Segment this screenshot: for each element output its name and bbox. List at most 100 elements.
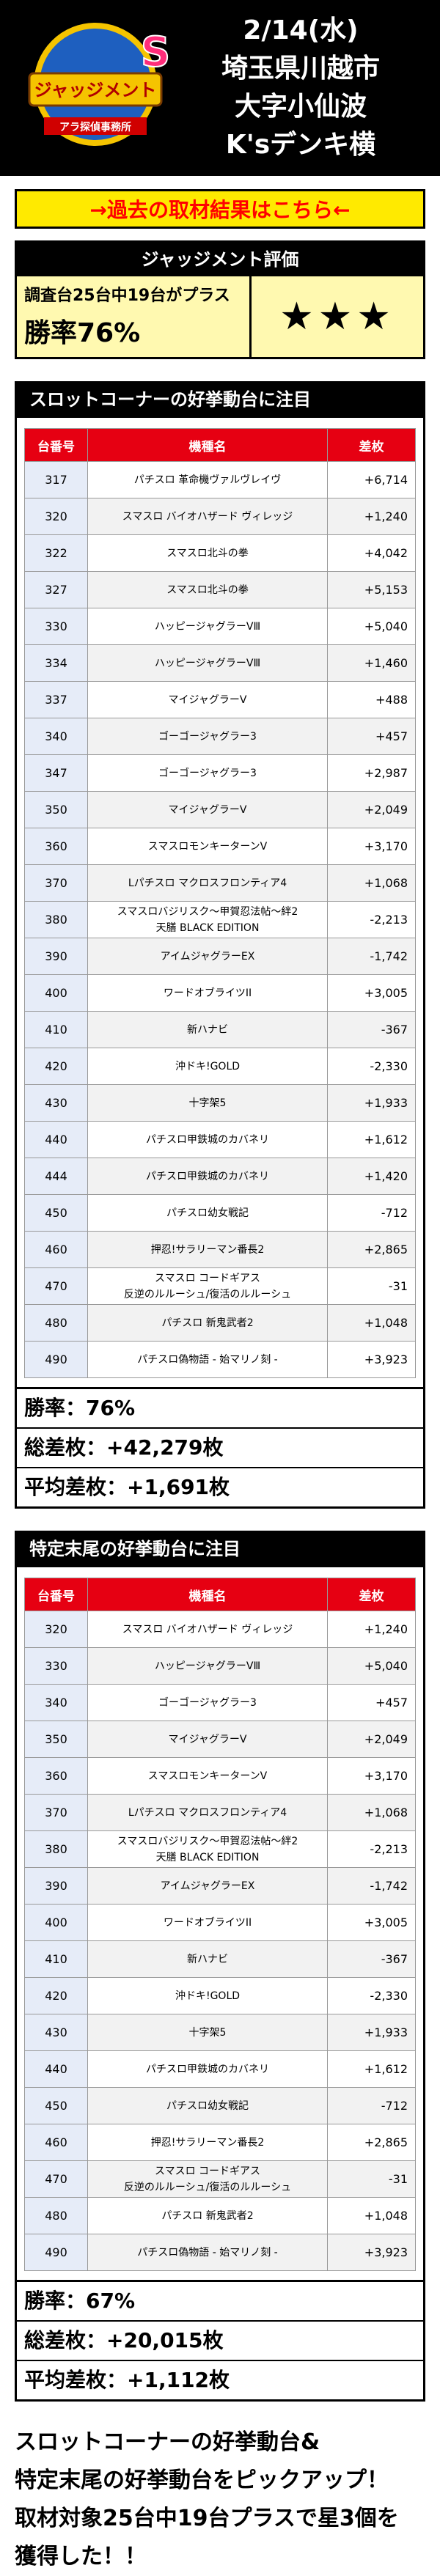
machine-number: 360 [24, 828, 88, 865]
machine-model: スマスロ北斗の拳 [87, 534, 328, 572]
machine-number: 410 [24, 1940, 88, 1978]
model-name: ハッピージャグラーVⅢ [154, 657, 261, 669]
coin-diff: +6,714 [327, 461, 416, 498]
svg-text:S: S [141, 29, 170, 76]
model-name: 押忍!サラリーマン番長2 [150, 2136, 265, 2149]
table-row: 347 ゴーゴージャグラー3 +2,987 [24, 754, 416, 792]
machine-number: 430 [24, 2014, 88, 2051]
header-info: 2/14(水) 埼玉県川越市 大字小仙波 K'sデンキ横 [176, 12, 425, 164]
model-name: パチスロ 革命機ヴァルヴレイヴ [133, 474, 282, 486]
coin-diff: +1,612 [327, 2050, 416, 2088]
average-diff: 平均差枚：+1,112枚 [17, 2360, 423, 2399]
machine-model: スマスロモンキーターンV [87, 828, 328, 865]
table-row: 460 押忍!サラリーマン番長2 +2,865 [24, 1231, 416, 1268]
judgment-subtext: 調査台25台中19台がプラス [24, 287, 230, 305]
machine-number: 460 [24, 2124, 88, 2161]
machine-model: パチスロ幼女戦記 [87, 1194, 328, 1232]
judgment-rate: 勝率76% [24, 318, 141, 348]
machine-model: Lパチスロ マクロスフロンティア4 [87, 1794, 328, 1831]
table-row: 490 パチスロ偽物語 - 始マリノ刻 - +3,923 [24, 2234, 416, 2271]
coin-diff: +1,048 [327, 1304, 416, 1342]
past-results-link[interactable]: →過去の取材結果はこちら← [15, 189, 425, 229]
model-name: ゴーゴージャグラー3 [158, 767, 257, 779]
coin-diff: +3,005 [327, 1904, 416, 1941]
total-diff: 総差枚：+42,279枚 [17, 1427, 423, 1467]
table-row: 430 十字架5 +1,933 [24, 2014, 416, 2051]
table-row: 370 Lパチスロ マクロスフロンティア4 +1,068 [24, 864, 416, 902]
judgment-logo: ジャッジメント アラ探偵事務所 S [15, 15, 176, 161]
summary-line: 特定末尾の好挙動台をピックアップ！ [15, 2468, 389, 2493]
model-name: スマスロ バイオハザード ヴィレッジ [122, 510, 293, 523]
machine-model: パチスロ 新鬼武者2 [87, 2197, 328, 2234]
table-row: 330 ハッピージャグラーVⅢ +5,040 [24, 608, 416, 645]
store-name: K'sデンキ横 [225, 130, 376, 160]
machine-model: パチスロ偽物語 - 始マリノ刻 - [87, 1341, 328, 1378]
model-name: ワードオブライツII [163, 987, 252, 999]
model-name: 沖ドキ!GOLD [175, 1990, 241, 2002]
machine-model: パチスロ偽物語 - 始マリノ刻 - [87, 2234, 328, 2271]
table-row: 330 ハッピージャグラーVⅢ +5,040 [24, 1647, 416, 1685]
table-row: 360 スマスロモンキーターンV +3,170 [24, 1757, 416, 1795]
col-number-header: 台番号 [24, 428, 88, 462]
coin-diff: +2,987 [327, 754, 416, 792]
coin-diff: +1,933 [327, 2014, 416, 2051]
machine-model: ハッピージャグラーVⅢ [87, 644, 328, 682]
table-row: 470 スマスロ コードギアス 反逆のルルーシュ/復活のルルーシュ -31 [24, 1267, 416, 1305]
machine-number: 440 [24, 2050, 88, 2088]
machine-number: 450 [24, 1194, 88, 1232]
section1-stats: 勝率：76% 総差枚：+42,279枚 平均差枚：+1,691枚 [15, 1389, 425, 1509]
machine-model: ゴーゴージャグラー3 [87, 1684, 328, 1721]
machine-number: 337 [24, 681, 88, 718]
machine-model: マイジャグラーV [87, 1721, 328, 1758]
machine-number: 370 [24, 1794, 88, 1831]
judgment-box: ジャッジメント評価 調査台25台中19台がプラス 勝率76% ★★★ [15, 240, 425, 359]
table-row: 410 新ハナビ -367 [24, 1011, 416, 1048]
machine-number: 360 [24, 1757, 88, 1795]
model-name: スマスロバジリスク～甲賀忍法帖～絆2 [117, 1835, 298, 1847]
machine-number: 490 [24, 1341, 88, 1378]
machine-model: 沖ドキ!GOLD [87, 1977, 328, 2014]
machine-number: 400 [24, 974, 88, 1012]
model-name: スマスロモンキーターンV [147, 1770, 268, 1782]
model-name: パチスロ偽物語 - 始マリノ刻 - [137, 1353, 278, 1366]
machine-number: 400 [24, 1904, 88, 1941]
summary-line: 取材対象25台中19台プラスで星3個を [15, 2506, 399, 2531]
table-row: 480 パチスロ 新鬼武者2 +1,048 [24, 1304, 416, 1342]
table-row: 420 沖ドキ!GOLD -2,330 [24, 1977, 416, 2014]
machine-number: 317 [24, 461, 88, 498]
machine-model: パチスロ甲鉄城のカバネリ [87, 2050, 328, 2088]
model-name-line2: 天膳 BLACK EDITION [155, 921, 260, 934]
machine-model: マイジャグラーV [87, 681, 328, 718]
machine-number: 420 [24, 1048, 88, 1085]
coin-diff: -2,213 [327, 901, 416, 938]
total-diff: 総差枚：+20,015枚 [17, 2320, 423, 2360]
machine-number: 430 [24, 1084, 88, 1122]
section2-stats: 勝率：67% 総差枚：+20,015枚 平均差枚：+1,112枚 [15, 2282, 425, 2402]
table-row: 322 スマスロ北斗の拳 +4,042 [24, 534, 416, 572]
model-name: スマスロ コードギアス [154, 1272, 261, 1284]
coin-diff: -712 [327, 2087, 416, 2124]
col-number-header: 台番号 [24, 1578, 88, 1611]
coin-diff: +5,040 [327, 1647, 416, 1685]
table-row: 360 スマスロモンキーターンV +3,170 [24, 828, 416, 865]
section2-table-box: 台番号 機種名 差枚 320 スマスロ バイオハザード ヴィレッジ +1,240 33… [15, 1567, 425, 2282]
event-date: 2/14(水) [243, 15, 359, 45]
machine-number: 334 [24, 644, 88, 682]
machine-model: スマスロモンキーターンV [87, 1757, 328, 1795]
coin-diff: +1,933 [327, 1084, 416, 1122]
machine-model: ハッピージャグラーVⅢ [87, 608, 328, 645]
coin-diff: +3,170 [327, 1757, 416, 1795]
model-name: アイムジャグラーEX [160, 950, 255, 963]
machine-number: 320 [24, 1611, 88, 1648]
coin-diff: +3,923 [327, 2234, 416, 2271]
summary-line: 獲得した！！ [15, 2544, 147, 2569]
table-row: 420 沖ドキ!GOLD -2,330 [24, 1048, 416, 1085]
coin-diff: +2,865 [327, 1231, 416, 1268]
model-name: マイジャグラーV [168, 803, 247, 816]
section2-table: 台番号 機種名 差枚 320 スマスロ バイオハザード ヴィレッジ +1,240 33… [24, 1578, 416, 2271]
coin-diff: -31 [327, 1267, 416, 1305]
machine-number: 460 [24, 1231, 88, 1268]
machine-number: 347 [24, 754, 88, 792]
coin-diff: +488 [327, 681, 416, 718]
star-rating: ★★★ [252, 276, 423, 357]
